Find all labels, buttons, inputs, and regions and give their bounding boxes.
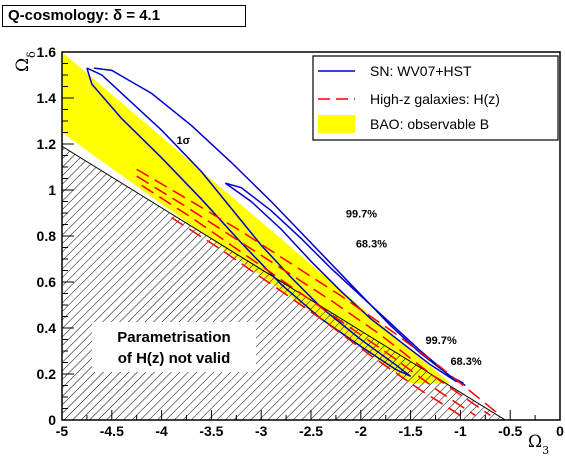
x-tick-label: -4.5 bbox=[100, 423, 124, 439]
x-tick-label: 0 bbox=[556, 423, 564, 439]
region-label-box bbox=[92, 322, 256, 372]
sn-contour-1 bbox=[224, 182, 464, 384]
region-label-line1: Parametrisation bbox=[117, 329, 230, 346]
legend-swatch-bao bbox=[318, 115, 355, 133]
contour-level-label: 1σ bbox=[177, 135, 191, 147]
x-tick-label: -2 bbox=[355, 423, 368, 439]
x-tick-label: -0.5 bbox=[498, 423, 522, 439]
hz-contour-2 bbox=[136, 168, 501, 416]
sn-contour-0 bbox=[86, 67, 412, 377]
contour-level-label: 68.3% bbox=[356, 239, 387, 251]
hz-contour-0 bbox=[136, 175, 491, 417]
x-tick-label: -3.5 bbox=[199, 423, 223, 439]
legend: SN: WV07+HST High-z galaxies: H(z) BAO: … bbox=[312, 55, 559, 141]
hz-contour-3 bbox=[171, 216, 461, 417]
contour-level-label: 99.7% bbox=[426, 335, 457, 347]
region-label-line2: of H(z) not valid bbox=[118, 350, 231, 367]
y-tick-label: 1.2 bbox=[37, 136, 57, 152]
y-tick-label: 1.4 bbox=[37, 90, 57, 106]
chart-title: Q-cosmology: δ = 4.1 bbox=[2, 5, 246, 27]
x-axis-title: Ω3 bbox=[528, 432, 549, 457]
contour-level-label: 99.7% bbox=[346, 209, 377, 221]
y-tick-label: 0 bbox=[48, 412, 56, 428]
legend-label-bao: BAO: observable B bbox=[370, 116, 489, 132]
x-tick-label: -5 bbox=[56, 423, 69, 439]
legend-label-sn: SN: WV07+HST bbox=[370, 63, 472, 79]
y-tick-label: 1 bbox=[48, 182, 56, 198]
bao-band bbox=[62, 52, 451, 384]
y-axis-title: Ωδ bbox=[13, 51, 38, 72]
x-tick-label: -1.5 bbox=[399, 423, 423, 439]
x-tick-label: -3 bbox=[255, 423, 268, 439]
legend-label-hz: High-z galaxies: H(z) bbox=[370, 91, 500, 107]
x-tick-label: -2.5 bbox=[299, 423, 323, 439]
y-tick-label: 1.6 bbox=[37, 44, 57, 60]
y-tick-label: 0.2 bbox=[37, 366, 57, 382]
y-tick-label: 0.8 bbox=[37, 228, 57, 244]
hz-contour-1 bbox=[141, 184, 476, 417]
x-tick-label: -1 bbox=[454, 423, 467, 439]
y-tick-label: 0.6 bbox=[37, 274, 57, 290]
x-tick-label: -4 bbox=[155, 423, 168, 439]
y-tick-label: 0.4 bbox=[37, 320, 57, 336]
contour-level-label: 68.3% bbox=[450, 356, 481, 368]
sn-contour-2 bbox=[93, 67, 466, 387]
